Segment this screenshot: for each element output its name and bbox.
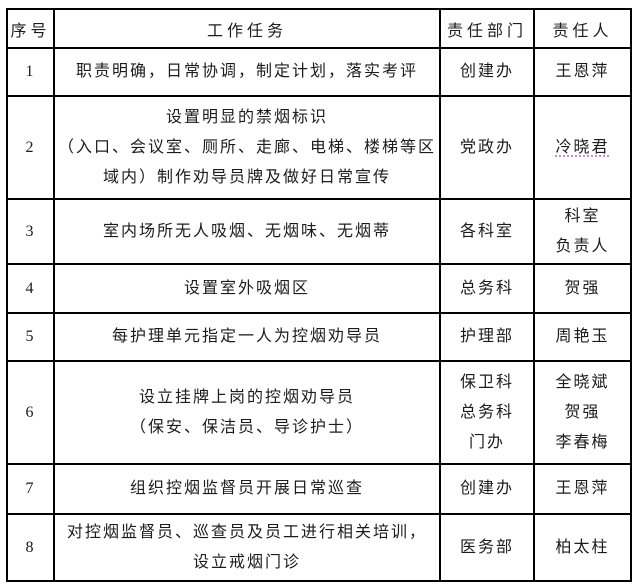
cell-line: 负责人 [555, 237, 610, 255]
smoking-control-task-table: 序号 工作任务 责任部门 责任人 1 职责明确，日常协调，制定计划，落实考评 创建办… [6, 8, 632, 582]
table-row: 5 每护理单元指定一人为控烟劝导员 护理部 周艳玉 [6, 312, 632, 362]
person-cell: 冷晓君 [533, 95, 632, 200]
cell-line: 保卫科 [459, 373, 514, 391]
cell-line: 李春梅 [555, 433, 610, 451]
cell-line: 医务部 [459, 538, 514, 556]
cell-line: 室内场所无人吸烟、无烟味、无烟蒂 [102, 222, 391, 240]
cell-line: 对控烟监督员、巡查员及员工进行相关培训， [66, 523, 427, 541]
serial-number-cell: 2 [6, 95, 55, 200]
serial-number-cell: 3 [6, 198, 55, 265]
department-cell: 创建办 [439, 47, 535, 97]
cell-line: 门办 [468, 433, 505, 451]
cell-line: 贺强 [564, 279, 601, 297]
table-header: 序号 工作任务 责任部门 责任人 [6, 8, 632, 49]
cell-line: 柏太柱 [555, 538, 610, 556]
cell-line: 组织控烟监督员开展日常巡查 [129, 480, 364, 497]
department-cell: 党政办 [439, 95, 535, 200]
table-row: 2 设置明显的禁烟标识 （入口、会议室、厕所、走廊、电梯、楼梯等区 域内）制作劝导员牌… [6, 95, 632, 200]
serial-number-cell: 7 [6, 463, 55, 515]
task-cell: 设置室外吸烟区 [53, 263, 441, 314]
cell-line: （保安、保洁员、导诊护士） [129, 418, 364, 436]
cell-line: 护理部 [459, 328, 514, 345]
cell-line: 3 [25, 222, 36, 240]
header-serial-number: 序号 [6, 8, 55, 49]
table-row: 3 室内场所无人吸烟、无烟味、无烟蒂 各科室 科室负责人 [6, 198, 632, 265]
cell-line: 设立戒烟门诊 [192, 553, 301, 571]
person-cell: 贺强 [533, 263, 632, 314]
department-cell: 创建办 [439, 463, 535, 515]
header-responsible-department: 责任部门 [439, 8, 535, 49]
cell-line: 创建办 [459, 480, 514, 497]
cell-line: 6 [25, 403, 36, 421]
cell-line: 设置明显的禁烟标识 [165, 108, 328, 126]
serial-number-cell: 6 [6, 360, 55, 465]
table-body: 1 职责明确，日常协调，制定计划，落实考评 创建办 王恩萍 2 设置明显的禁烟标识 （入口、… [6, 47, 632, 582]
header-work-task: 工作任务 [53, 8, 441, 49]
cell-line: 8 [25, 538, 36, 556]
cell-line: 5 [25, 328, 36, 345]
cell-line: 4 [25, 279, 36, 297]
header-responsible-person: 责任人 [533, 8, 632, 49]
cell-line: 科室 [564, 207, 601, 225]
table-row: 4 设置室外吸烟区 总务科 贺强 [6, 263, 632, 314]
person-cell: 全晓斌 贺强 李春梅 [533, 360, 632, 465]
cell-line: 职责明确，日常协调，制定计划，落实考评 [75, 63, 418, 80]
cell-line: 各科室 [459, 222, 514, 240]
person-cell: 柏太柱 [533, 513, 632, 582]
cell-line: 域内）制作劝导员牌及做好日常宣传 [102, 168, 391, 186]
cell-line: 冷晓君 [555, 138, 610, 156]
cell-line: 每护理单元指定一人为控烟劝导员 [111, 328, 382, 345]
cell-line: 党政办 [459, 138, 514, 156]
cell-line: 设立挂牌上岗的控烟劝导员 [138, 388, 355, 406]
task-cell: 对控烟监督员、巡查员及员工进行相关培训， 设立戒烟门诊 [53, 513, 441, 582]
cell-line: 2 [25, 138, 36, 156]
serial-number-cell: 5 [6, 312, 55, 362]
task-cell: 组织控烟监督员开展日常巡查 [53, 463, 441, 515]
cell-line: 创建办 [459, 63, 514, 80]
cell-line: 王恩萍 [555, 480, 610, 497]
department-cell: 医务部 [439, 513, 535, 582]
table-row: 1 职责明确，日常协调，制定计划，落实考评 创建办 王恩萍 [6, 47, 632, 97]
table-row: 6 设立挂牌上岗的控烟劝导员 （保安、保洁员、导诊护士） 保卫科 总务科 门办 全晓斌 贺强李… [6, 360, 632, 465]
cell-line: 设置室外吸烟区 [183, 279, 310, 297]
department-cell: 保卫科 总务科 门办 [439, 360, 535, 465]
person-cell: 王恩萍 [533, 47, 632, 97]
task-cell: 设立挂牌上岗的控烟劝导员 （保安、保洁员、导诊护士） [53, 360, 441, 465]
cell-line: 7 [25, 480, 36, 497]
serial-number-cell: 4 [6, 263, 55, 314]
department-cell: 护理部 [439, 312, 535, 362]
header-row: 序号 工作任务 责任部门 责任人 [6, 8, 632, 49]
person-cell: 王恩萍 [533, 463, 632, 515]
person-cell: 科室 负责人 [533, 198, 632, 265]
department-cell: 总务科 [439, 263, 535, 314]
cell-line: 全晓斌 [555, 373, 610, 391]
table-row: 7 组织控烟监督员开展日常巡查 创建办 王恩萍 [6, 463, 632, 515]
cell-line: 周艳玉 [555, 328, 610, 345]
task-cell: 每护理单元指定一人为控烟劝导员 [53, 312, 441, 362]
serial-number-cell: 8 [6, 513, 55, 582]
serial-number-cell: 1 [6, 47, 55, 97]
table-row: 8 对控烟监督员、巡查员及员工进行相关培训， 设立戒烟门诊 医务部 柏太柱 [6, 513, 632, 582]
cell-line: 王恩萍 [555, 63, 610, 80]
person-cell: 周艳玉 [533, 312, 632, 362]
cell-line: （入口、会议室、厕所、走廊、电梯、楼梯等区 [57, 138, 436, 156]
cell-line: 贺强 [564, 403, 601, 421]
task-cell: 设置明显的禁烟标识 （入口、会议室、厕所、走廊、电梯、楼梯等区 域内）制作劝导员牌及… [53, 95, 441, 200]
task-cell: 职责明确，日常协调，制定计划，落实考评 [53, 47, 441, 97]
cell-line: 1 [25, 63, 36, 80]
task-cell: 室内场所无人吸烟、无烟味、无烟蒂 [53, 198, 441, 265]
department-cell: 各科室 [439, 198, 535, 265]
cell-line: 总务科 [459, 279, 514, 297]
cell-line: 总务科 [459, 403, 514, 421]
